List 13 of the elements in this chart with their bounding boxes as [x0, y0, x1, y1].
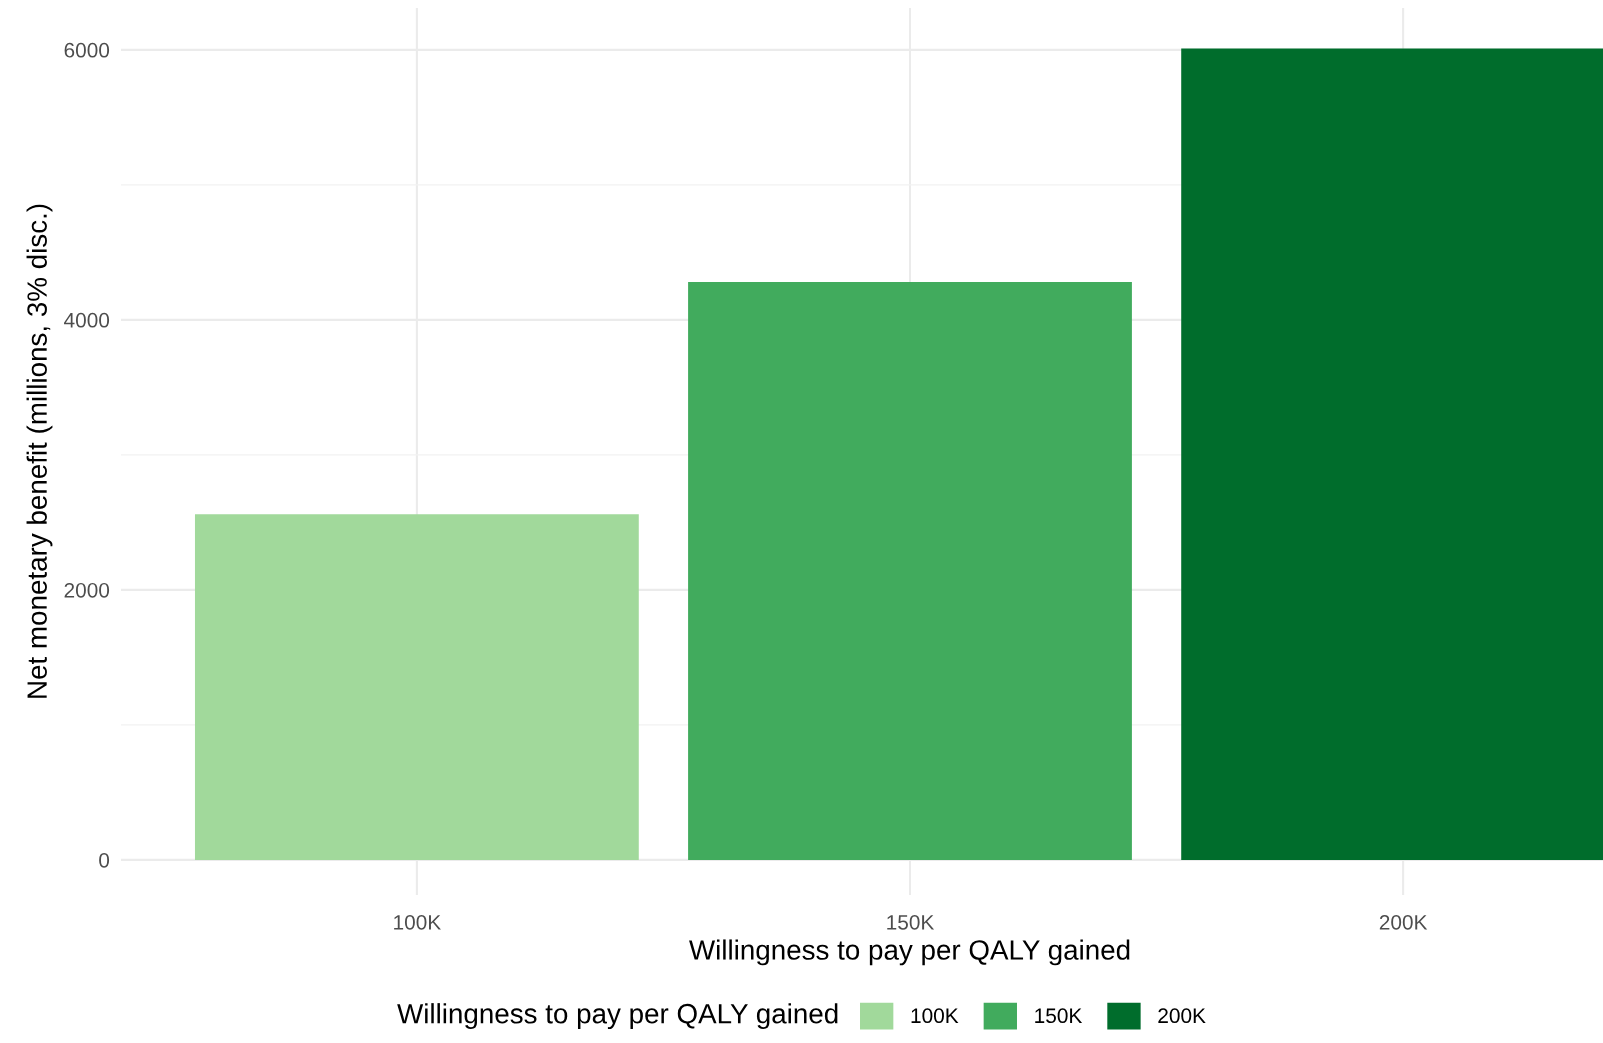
y-tick-label: 4000: [64, 312, 110, 328]
x-tick-label: 150K: [887, 914, 935, 930]
x-axis-title: Willingness to pay per QALY gained: [689, 939, 1130, 966]
y-axis-title: Net monetary benefit (millions, 3% disc.): [26, 204, 53, 698]
x-tick-label: 200K: [1379, 914, 1428, 930]
y-tick-label: 0: [99, 852, 110, 868]
legend-label: 200K: [1158, 1008, 1206, 1024]
legend-label: 150K: [1035, 1008, 1083, 1024]
y-tick-label: 2000: [64, 582, 110, 598]
legend-label: 100K: [911, 1008, 959, 1024]
x-tick-label: 100K: [394, 914, 441, 930]
legend-title: Willingness to pay per QALY gained: [397, 1003, 838, 1030]
y-tick-label: 6000: [64, 42, 110, 58]
